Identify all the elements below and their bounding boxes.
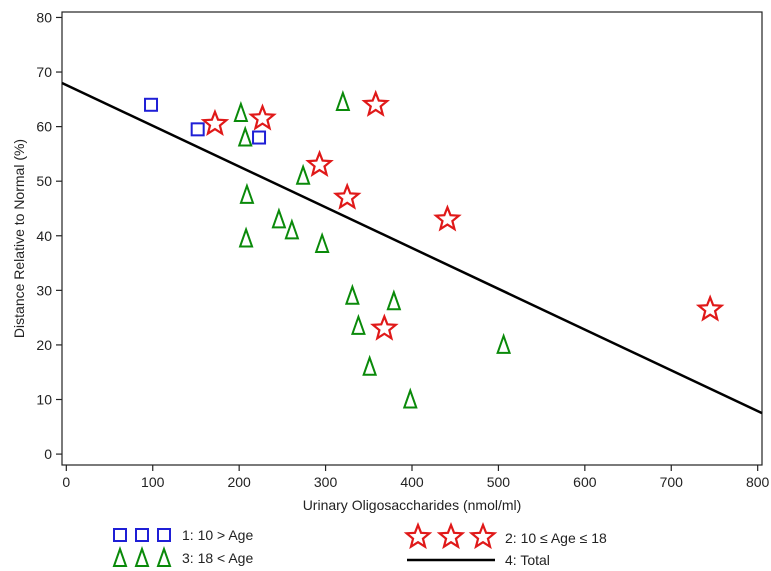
legend-label-age-over-18: 3: 18 < Age: [182, 550, 253, 566]
data-point-square: [113, 528, 127, 542]
data-point-triangle: [156, 545, 172, 567]
y-tick-label: 60: [36, 119, 52, 135]
data-point-triangle: [351, 313, 366, 335]
data-point-square: [190, 122, 205, 137]
data-point-square: [135, 528, 149, 542]
series-star: [200, 89, 725, 341]
data-point-star: [403, 521, 433, 550]
legend-label-age-under-10: 1: 10 > Age: [182, 527, 253, 543]
x-tick-label: 600: [573, 474, 597, 490]
y-tick-label: 20: [36, 337, 52, 353]
legend-triangle-markers: [112, 545, 172, 567]
data-point-star: [370, 313, 399, 341]
x-tick-label: 200: [227, 474, 251, 490]
x-tick-label: 800: [746, 474, 770, 490]
data-point-triangle: [239, 182, 255, 204]
data-point-star: [332, 182, 362, 210]
data-point-star: [361, 89, 390, 117]
data-point-triangle: [314, 231, 330, 253]
data-point-star: [468, 521, 498, 550]
data-point-star: [695, 294, 725, 322]
y-tick-label: 40: [36, 228, 52, 244]
legend: 1: 10 > Age 3: 18 < Age 2: 10 ≤ Age ≤ 18…: [112, 521, 607, 568]
legend-item-age-under-10: 1: 10 > Age: [113, 527, 253, 543]
data-point-star: [436, 521, 466, 550]
data-point-triangle: [402, 387, 418, 409]
data-point-triangle: [496, 332, 512, 354]
data-point-triangle: [386, 289, 402, 311]
data-point-triangle: [284, 218, 300, 240]
y-tick-label: 70: [36, 64, 52, 80]
data-point-triangle: [295, 163, 311, 185]
legend-star-markers: [403, 521, 498, 550]
data-layer: [61, 81, 763, 415]
data-point-triangle: [362, 354, 378, 376]
data-point-triangle: [344, 283, 360, 305]
data-point-triangle: [112, 545, 128, 567]
y-axis-title: Distance Relative to Normal (%): [11, 139, 27, 338]
legend-label-total: 4: Total: [505, 552, 550, 568]
legend-square-markers: [113, 528, 171, 542]
x-tick-label: 500: [487, 474, 511, 490]
series-triangle: [233, 90, 512, 409]
data-point-square: [157, 528, 171, 542]
x-axis: 0 100 200 300 400 500 600 700 800: [62, 465, 770, 490]
series-square: [144, 97, 267, 145]
data-point-square: [144, 97, 159, 112]
x-tick-label: 100: [141, 474, 165, 490]
data-point-star: [248, 103, 277, 131]
data-point-star: [200, 108, 230, 137]
x-axis-title: Urinary Oligosaccharides (nmol/ml): [303, 497, 522, 513]
data-point-triangle: [271, 207, 287, 229]
legend-item-age-10-to-18: 2: 10 ≤ Age ≤ 18: [403, 521, 607, 550]
data-point-star: [305, 149, 334, 177]
total-fit-line: [61, 81, 763, 415]
data-point-square: [252, 130, 267, 145]
y-tick-label: 50: [36, 173, 52, 189]
legend-item-age-over-18: 3: 18 < Age: [112, 545, 253, 567]
x-tick-label: 0: [62, 474, 70, 490]
x-tick-label: 700: [660, 474, 684, 490]
data-point-triangle: [233, 100, 249, 122]
data-point-triangle: [237, 125, 253, 147]
legend-item-total: 4: Total: [407, 552, 550, 568]
y-tick-label: 30: [36, 282, 52, 298]
data-point-star: [433, 204, 462, 232]
y-tick-label: 0: [44, 446, 52, 462]
x-tick-label: 400: [400, 474, 424, 490]
legend-label-age-10-to-18: 2: 10 ≤ Age ≤ 18: [505, 530, 607, 546]
data-point-triangle: [335, 90, 351, 112]
x-tick-label: 300: [314, 474, 338, 490]
y-tick-label: 80: [36, 9, 52, 25]
data-point-triangle: [238, 226, 254, 248]
data-point-triangle: [134, 545, 150, 567]
y-axis: 0 10 20 30 40 50 60 70 80: [36, 9, 62, 462]
y-tick-label: 10: [36, 392, 52, 408]
